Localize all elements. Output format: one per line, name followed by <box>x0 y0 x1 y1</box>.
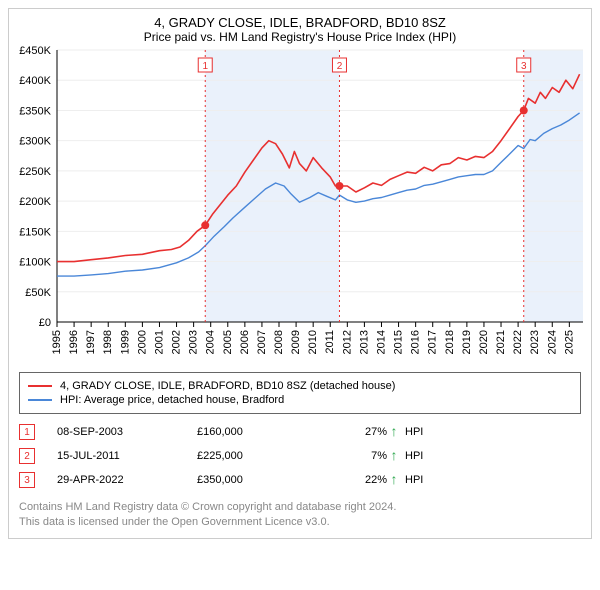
transaction-hpi-label: HPI <box>401 474 423 486</box>
title-subtitle: Price paid vs. HM Land Registry's House … <box>9 30 591 44</box>
transaction-row: 1 08-SEP-2003£160,00027%↑HPI <box>19 420 581 444</box>
transaction-date: 29-APR-2022 <box>57 474 197 486</box>
svg-text:2019: 2019 <box>461 330 473 354</box>
legend-label: HPI: Average price, detached house, Brad… <box>60 394 284 406</box>
svg-text:2009: 2009 <box>290 330 302 354</box>
svg-text:£100K: £100K <box>19 257 51 269</box>
transaction-badge: 3 <box>19 472 35 488</box>
svg-text:2018: 2018 <box>444 330 456 354</box>
footer-copyright: Contains HM Land Registry data © Crown c… <box>19 500 581 515</box>
transaction-price: £225,000 <box>197 450 317 462</box>
svg-text:2: 2 <box>337 61 343 72</box>
legend-label: 4, GRADY CLOSE, IDLE, BRADFORD, BD10 8SZ… <box>60 380 395 392</box>
svg-text:£0: £0 <box>39 317 51 329</box>
svg-text:1995: 1995 <box>51 330 63 354</box>
svg-text:1: 1 <box>202 61 208 72</box>
title-address: 4, GRADY CLOSE, IDLE, BRADFORD, BD10 8SZ <box>9 15 591 30</box>
svg-text:2020: 2020 <box>478 330 490 354</box>
svg-text:£50K: £50K <box>25 287 51 299</box>
transaction-date: 15-JUL-2011 <box>57 450 197 462</box>
svg-text:2003: 2003 <box>188 330 200 354</box>
svg-text:2017: 2017 <box>427 330 439 354</box>
svg-text:2023: 2023 <box>529 330 541 354</box>
price-vs-hpi-chart: £0 £50K £100K £150K £200K £250K £300K £350K £400… <box>9 46 593 366</box>
transaction-hpi-label: HPI <box>401 450 423 462</box>
transactions-table: 108-SEP-2003£160,00027%↑HPI215-JUL-2011£… <box>19 420 581 492</box>
svg-text:2010: 2010 <box>307 330 319 354</box>
svg-text:1996: 1996 <box>68 330 80 354</box>
svg-text:1998: 1998 <box>102 330 114 354</box>
transaction-row: 3 29-APR-2022£350,00022%↑HPI <box>19 468 581 492</box>
titles: 4, GRADY CLOSE, IDLE, BRADFORD, BD10 8SZ… <box>9 9 591 46</box>
arrow-up-icon: ↑ <box>387 471 401 487</box>
svg-text:2007: 2007 <box>256 330 268 354</box>
transaction-row: 2 15-JUL-2011£225,0007%↑HPI <box>19 444 581 468</box>
transaction-price: £350,000 <box>197 474 317 486</box>
svg-text:2022: 2022 <box>512 330 524 354</box>
svg-text:£150K: £150K <box>19 226 51 238</box>
arrow-up-icon: ↑ <box>387 423 401 439</box>
svg-text:2013: 2013 <box>358 330 370 354</box>
legend: 4, GRADY CLOSE, IDLE, BRADFORD, BD10 8SZ… <box>19 372 581 414</box>
svg-text:2025: 2025 <box>563 330 575 354</box>
footer-licence: This data is licensed under the Open Gov… <box>19 515 581 530</box>
svg-text:£250K: £250K <box>19 166 51 178</box>
svg-text:2016: 2016 <box>410 330 422 354</box>
svg-text:2002: 2002 <box>171 330 183 354</box>
svg-text:2006: 2006 <box>239 330 251 354</box>
svg-text:2008: 2008 <box>273 330 285 354</box>
svg-text:3: 3 <box>521 61 527 72</box>
svg-text:2005: 2005 <box>222 330 234 354</box>
svg-text:2024: 2024 <box>546 330 558 354</box>
transaction-hpi-label: HPI <box>401 426 423 438</box>
chart-card: 4, GRADY CLOSE, IDLE, BRADFORD, BD10 8SZ… <box>8 8 592 539</box>
legend-swatch-price <box>28 385 52 387</box>
transaction-date: 08-SEP-2003 <box>57 426 197 438</box>
svg-text:2014: 2014 <box>375 330 387 354</box>
svg-text:1999: 1999 <box>119 330 131 354</box>
svg-text:2000: 2000 <box>136 330 148 354</box>
svg-text:£400K: £400K <box>19 75 51 87</box>
svg-text:£450K: £450K <box>19 46 51 57</box>
footer: Contains HM Land Registry data © Crown c… <box>19 500 581 530</box>
transaction-price: £160,000 <box>197 426 317 438</box>
transaction-badge: 2 <box>19 448 35 464</box>
svg-text:£200K: £200K <box>19 196 51 208</box>
legend-row: HPI: Average price, detached house, Brad… <box>28 394 572 406</box>
legend-row: 4, GRADY CLOSE, IDLE, BRADFORD, BD10 8SZ… <box>28 380 572 392</box>
svg-text:2021: 2021 <box>495 330 507 354</box>
svg-text:1997: 1997 <box>85 330 97 354</box>
transaction-pct: 27% <box>317 426 387 438</box>
svg-text:2011: 2011 <box>324 330 336 354</box>
svg-text:2004: 2004 <box>205 330 217 354</box>
arrow-up-icon: ↑ <box>387 447 401 463</box>
transaction-pct: 7% <box>317 450 387 462</box>
transaction-pct: 22% <box>317 474 387 486</box>
svg-text:2015: 2015 <box>393 330 405 354</box>
svg-text:£300K: £300K <box>19 136 51 148</box>
svg-text:2001: 2001 <box>153 330 165 354</box>
legend-swatch-hpi <box>28 399 52 401</box>
svg-text:2012: 2012 <box>341 330 353 354</box>
svg-text:£350K: £350K <box>19 105 51 117</box>
transaction-badge: 1 <box>19 424 35 440</box>
